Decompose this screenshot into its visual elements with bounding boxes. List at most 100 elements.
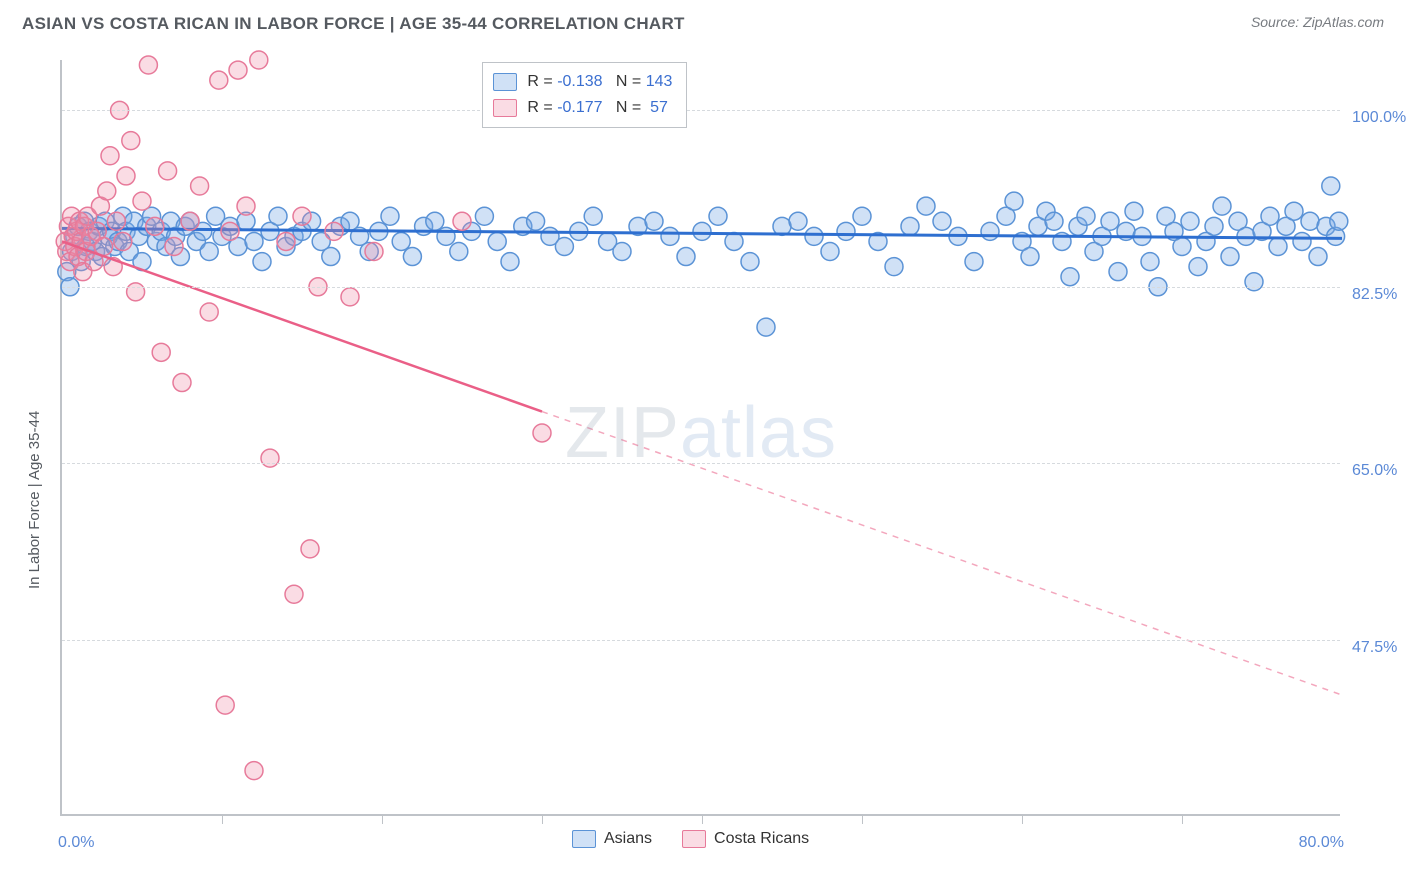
data-point-asians <box>677 248 695 266</box>
x-tick-label: 80.0% <box>1299 834 1344 852</box>
data-point-asians <box>1005 192 1023 210</box>
data-point-costa_ricans <box>114 232 132 250</box>
data-point-asians <box>1301 212 1319 230</box>
data-point-costa_ricans <box>139 56 157 74</box>
data-point-costa_ricans <box>301 540 319 558</box>
data-point-asians <box>1101 212 1119 230</box>
data-point-asians <box>1261 207 1279 225</box>
legend-row-asians: R = -0.138 N = 143 <box>493 69 672 95</box>
data-point-asians <box>1109 263 1127 281</box>
data-point-asians <box>645 212 663 230</box>
data-point-costa_ricans <box>293 207 311 225</box>
data-point-asians <box>789 212 807 230</box>
data-point-costa_ricans <box>261 449 279 467</box>
data-point-asians <box>1189 258 1207 276</box>
data-point-asians <box>555 237 573 255</box>
source-label: Source: ZipAtlas.com <box>1251 14 1384 30</box>
data-point-asians <box>1285 202 1303 220</box>
data-point-asians <box>757 318 775 336</box>
data-point-asians <box>901 217 919 235</box>
data-point-costa_ricans <box>146 217 164 235</box>
data-point-costa_ricans <box>237 197 255 215</box>
data-point-asians <box>392 232 410 250</box>
data-point-costa_ricans <box>152 343 170 361</box>
data-point-asians <box>933 212 951 230</box>
data-point-asians <box>709 207 727 225</box>
data-point-costa_ricans <box>341 288 359 306</box>
chart-frame: ZIPatlas R = -0.138 N = 143R = -0.177 N … <box>18 48 1388 846</box>
data-point-asians <box>1061 268 1079 286</box>
series-legend-item-costa_ricans: Costa Ricans <box>682 830 809 848</box>
data-point-costa_ricans <box>277 232 295 250</box>
data-point-asians <box>1330 212 1348 230</box>
data-point-costa_ricans <box>173 374 191 392</box>
chart-title: ASIAN VS COSTA RICAN IN LABOR FORCE | AG… <box>22 14 685 33</box>
data-point-asians <box>1125 202 1143 220</box>
x-tick-label: 0.0% <box>58 834 94 852</box>
data-point-asians <box>1293 232 1311 250</box>
plot-svg <box>62 60 1342 816</box>
data-point-costa_ricans <box>122 132 140 150</box>
data-point-asians <box>1021 248 1039 266</box>
data-point-asians <box>1077 207 1095 225</box>
x-tick <box>542 814 543 824</box>
data-point-costa_ricans <box>127 283 145 301</box>
data-point-costa_ricans <box>453 212 471 230</box>
data-point-asians <box>381 207 399 225</box>
data-point-asians <box>501 253 519 271</box>
y-tick-label: 100.0% <box>1352 109 1406 127</box>
data-point-asians <box>917 197 935 215</box>
data-point-asians <box>1045 212 1063 230</box>
data-point-costa_ricans <box>133 192 151 210</box>
y-tick-label: 82.5% <box>1352 286 1397 304</box>
data-point-asians <box>403 248 421 266</box>
data-point-asians <box>885 258 903 276</box>
regression-line-costa_ricans-extrap <box>542 412 1342 695</box>
x-tick <box>1182 814 1183 824</box>
y-axis-title: In Labor Force | Age 35-44 <box>26 411 43 589</box>
data-point-asians <box>1213 197 1231 215</box>
data-point-asians <box>613 243 631 261</box>
data-point-asians <box>741 253 759 271</box>
data-point-asians <box>475 207 493 225</box>
legend-swatch <box>493 99 517 117</box>
x-tick <box>702 814 703 824</box>
x-tick <box>862 814 863 824</box>
legend-row-costa_ricans: R = -0.177 N = 57 <box>493 95 672 121</box>
legend-swatch <box>572 830 596 848</box>
data-point-asians <box>245 232 263 250</box>
gridline-h <box>62 287 1340 288</box>
data-point-asians <box>1245 273 1263 291</box>
data-point-costa_ricans <box>365 243 383 261</box>
data-point-costa_ricans <box>107 212 125 230</box>
data-point-costa_ricans <box>245 762 263 780</box>
data-point-costa_ricans <box>101 147 119 165</box>
data-point-asians <box>981 222 999 240</box>
data-point-asians <box>805 227 823 245</box>
data-point-costa_ricans <box>285 585 303 603</box>
data-point-asians <box>1141 253 1159 271</box>
legend-swatch <box>493 73 517 91</box>
data-point-costa_ricans <box>200 303 218 321</box>
correlation-legend: R = -0.138 N = 143 R = -0.177 N = 57 <box>482 62 687 128</box>
data-point-asians <box>1205 217 1223 235</box>
regression-line-costa_ricans <box>62 241 542 411</box>
legend-stats: R = -0.138 N = 143 <box>527 73 672 91</box>
data-point-asians <box>584 207 602 225</box>
data-point-asians <box>1173 237 1191 255</box>
data-point-costa_ricans <box>533 424 551 442</box>
gridline-h <box>62 640 1340 641</box>
data-point-asians <box>253 253 271 271</box>
data-point-asians <box>1181 212 1199 230</box>
data-point-asians <box>269 207 287 225</box>
data-point-costa_ricans <box>165 237 183 255</box>
data-point-costa_ricans <box>210 71 228 89</box>
series-legend: Asians Costa Ricans <box>572 830 809 848</box>
data-point-costa_ricans <box>191 177 209 195</box>
series-legend-item-asians: Asians <box>572 830 652 848</box>
data-point-costa_ricans <box>221 222 239 240</box>
series-legend-label: Costa Ricans <box>714 830 809 847</box>
data-point-asians <box>693 222 711 240</box>
x-tick <box>382 814 383 824</box>
data-point-costa_ricans <box>216 696 234 714</box>
